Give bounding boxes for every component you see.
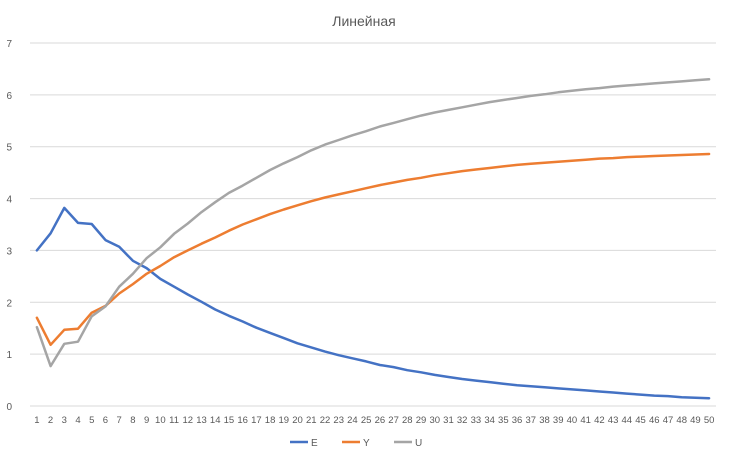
x-tick-label: 50 bbox=[704, 415, 715, 426]
x-tick-label: 24 bbox=[347, 415, 358, 426]
x-tick-label: 29 bbox=[416, 415, 427, 426]
x-tick-label: 40 bbox=[567, 415, 578, 426]
y-tick-label: 6 bbox=[6, 91, 12, 102]
x-tick-label: 14 bbox=[210, 415, 221, 426]
x-tick-label: 33 bbox=[471, 415, 482, 426]
x-tick-label: 16 bbox=[237, 415, 248, 426]
x-tick-label: 9 bbox=[144, 415, 149, 426]
x-tick-label: 8 bbox=[130, 415, 135, 426]
x-tick-label: 19 bbox=[279, 415, 290, 426]
x-tick-label: 42 bbox=[594, 415, 605, 426]
x-tick-label: 49 bbox=[690, 415, 701, 426]
x-tick-label: 12 bbox=[182, 415, 193, 426]
x-tick-label: 48 bbox=[676, 415, 687, 426]
x-tick-label: 23 bbox=[333, 415, 344, 426]
x-tick-label: 39 bbox=[553, 415, 564, 426]
x-tick-label: 36 bbox=[512, 415, 523, 426]
x-tick-label: 31 bbox=[443, 415, 454, 426]
y-tick-label: 5 bbox=[6, 143, 12, 154]
y-axis: 0 1 2 3 4 5 6 7 bbox=[6, 39, 12, 413]
x-tick-label: 47 bbox=[663, 415, 674, 426]
x-tick-label: 30 bbox=[429, 415, 440, 426]
y-tick-label: 0 bbox=[6, 402, 12, 413]
x-tick-label: 45 bbox=[635, 415, 646, 426]
x-tick-label: 5 bbox=[89, 415, 94, 426]
x-axis: 1 2 3 4 5 6 7 8 9 10 11 12 13 14 15 16 17 18 19 20 21 22 23 24 2… bbox=[34, 415, 714, 426]
x-tick-label: 18 bbox=[265, 415, 276, 426]
x-tick-label: 4 bbox=[75, 415, 80, 426]
gridlines bbox=[30, 42, 716, 407]
series-line-e bbox=[35, 206, 711, 400]
x-tick-label: 26 bbox=[375, 415, 386, 426]
y-tick-label: 2 bbox=[6, 298, 12, 309]
x-tick-label: 34 bbox=[484, 415, 495, 426]
x-tick-label: 15 bbox=[224, 415, 235, 426]
x-tick-label: 28 bbox=[402, 415, 413, 426]
x-tick-label: 37 bbox=[525, 415, 536, 426]
x-tick-label: 27 bbox=[388, 415, 399, 426]
x-tick-label: 11 bbox=[169, 415, 179, 426]
x-tick-label: 35 bbox=[498, 415, 509, 426]
x-tick-label: 25 bbox=[361, 415, 372, 426]
y-tick-label: 3 bbox=[6, 246, 12, 257]
x-tick-label: 46 bbox=[649, 415, 660, 426]
x-tick-label: 7 bbox=[117, 415, 122, 426]
legend-label: E bbox=[311, 438, 318, 449]
x-tick-label: 10 bbox=[155, 415, 166, 426]
x-tick-label: 21 bbox=[306, 415, 317, 426]
x-tick-label: 3 bbox=[62, 415, 67, 426]
y-tick-label: 7 bbox=[6, 39, 12, 50]
x-tick-label: 6 bbox=[103, 415, 108, 426]
y-tick-label: 1 bbox=[6, 350, 12, 361]
chart-title: Линейная bbox=[332, 13, 395, 29]
x-tick-label: 20 bbox=[292, 415, 303, 426]
legend-label: Y bbox=[363, 438, 370, 449]
x-tick-label: 32 bbox=[457, 415, 468, 426]
x-tick-label: 2 bbox=[48, 415, 53, 426]
x-tick-label: 13 bbox=[196, 415, 207, 426]
x-tick-label: 17 bbox=[251, 415, 262, 426]
x-tick-label: 41 bbox=[580, 415, 591, 426]
x-tick-label: 44 bbox=[622, 415, 633, 426]
legend-label: U bbox=[415, 438, 422, 449]
x-tick-label: 43 bbox=[608, 415, 619, 426]
x-tick-label: 1 bbox=[34, 415, 39, 426]
series-line-y bbox=[35, 152, 711, 347]
series-lines bbox=[35, 78, 711, 400]
x-tick-label: 38 bbox=[539, 415, 550, 426]
y-tick-label: 4 bbox=[6, 195, 12, 206]
series-line-u bbox=[35, 78, 711, 368]
x-tick-label: 22 bbox=[320, 415, 331, 426]
